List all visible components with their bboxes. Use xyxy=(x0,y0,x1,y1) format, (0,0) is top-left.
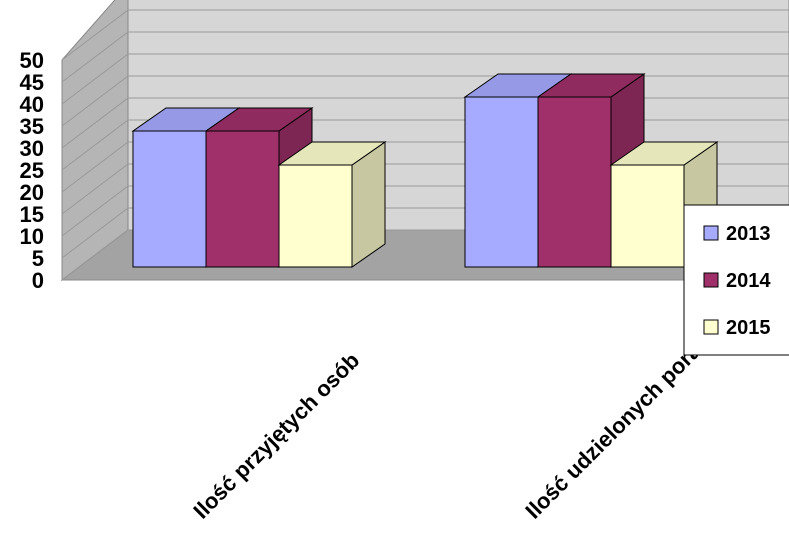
legend: 2013 2014 2015 xyxy=(683,204,789,356)
gridline-side-15 xyxy=(61,163,129,215)
gridline-side-5 xyxy=(61,207,129,259)
gridline-side-30 xyxy=(61,97,129,149)
legend-swatch xyxy=(703,225,719,241)
gridline-side-10 xyxy=(61,185,129,237)
y-tick-label: 25 xyxy=(20,158,44,183)
y-tick-label: 35 xyxy=(20,114,44,139)
y-tick-label: 10 xyxy=(20,224,44,249)
bar-front xyxy=(464,96,539,268)
gridline-side-0 xyxy=(61,229,129,281)
bar-front xyxy=(132,130,207,268)
legend-label: 2013 xyxy=(726,223,771,245)
bar-front xyxy=(205,130,280,268)
y-tick-label: 15 xyxy=(20,202,44,227)
bar-front xyxy=(537,96,612,268)
legend-label: 2014 xyxy=(726,270,771,292)
category-label: Ilość udzielonych porad xyxy=(520,329,715,524)
gridline-side-20 xyxy=(61,141,129,193)
gridline-side-35 xyxy=(61,75,129,127)
bar-2015-0 xyxy=(277,141,387,268)
legend-label: 2015 xyxy=(726,317,771,339)
y-tick-label: 0 xyxy=(32,268,44,293)
category-label: Ilość przyjętych osób xyxy=(188,348,364,524)
category-labels: Ilość przyjętych osób Ilość udzielonych p… xyxy=(188,329,715,524)
y-tick-label: 45 xyxy=(20,70,44,95)
y-tick-label: 30 xyxy=(20,136,44,161)
bar-front xyxy=(610,164,685,268)
bars xyxy=(131,73,719,268)
bar-front xyxy=(278,164,353,268)
legend-swatch xyxy=(703,272,719,288)
gridline-side-50 xyxy=(61,9,129,61)
gridline-side-40 xyxy=(61,53,129,105)
gridline-side-45 xyxy=(61,31,129,83)
y-tick-label: 50 xyxy=(20,48,44,73)
y-tick-label: 20 xyxy=(20,180,44,205)
gridline-side-25 xyxy=(61,119,129,171)
legend-box xyxy=(683,204,789,356)
legend-swatch xyxy=(703,319,719,335)
y-tick-label: 5 xyxy=(32,246,44,271)
y-tick-label: 40 xyxy=(20,92,44,117)
